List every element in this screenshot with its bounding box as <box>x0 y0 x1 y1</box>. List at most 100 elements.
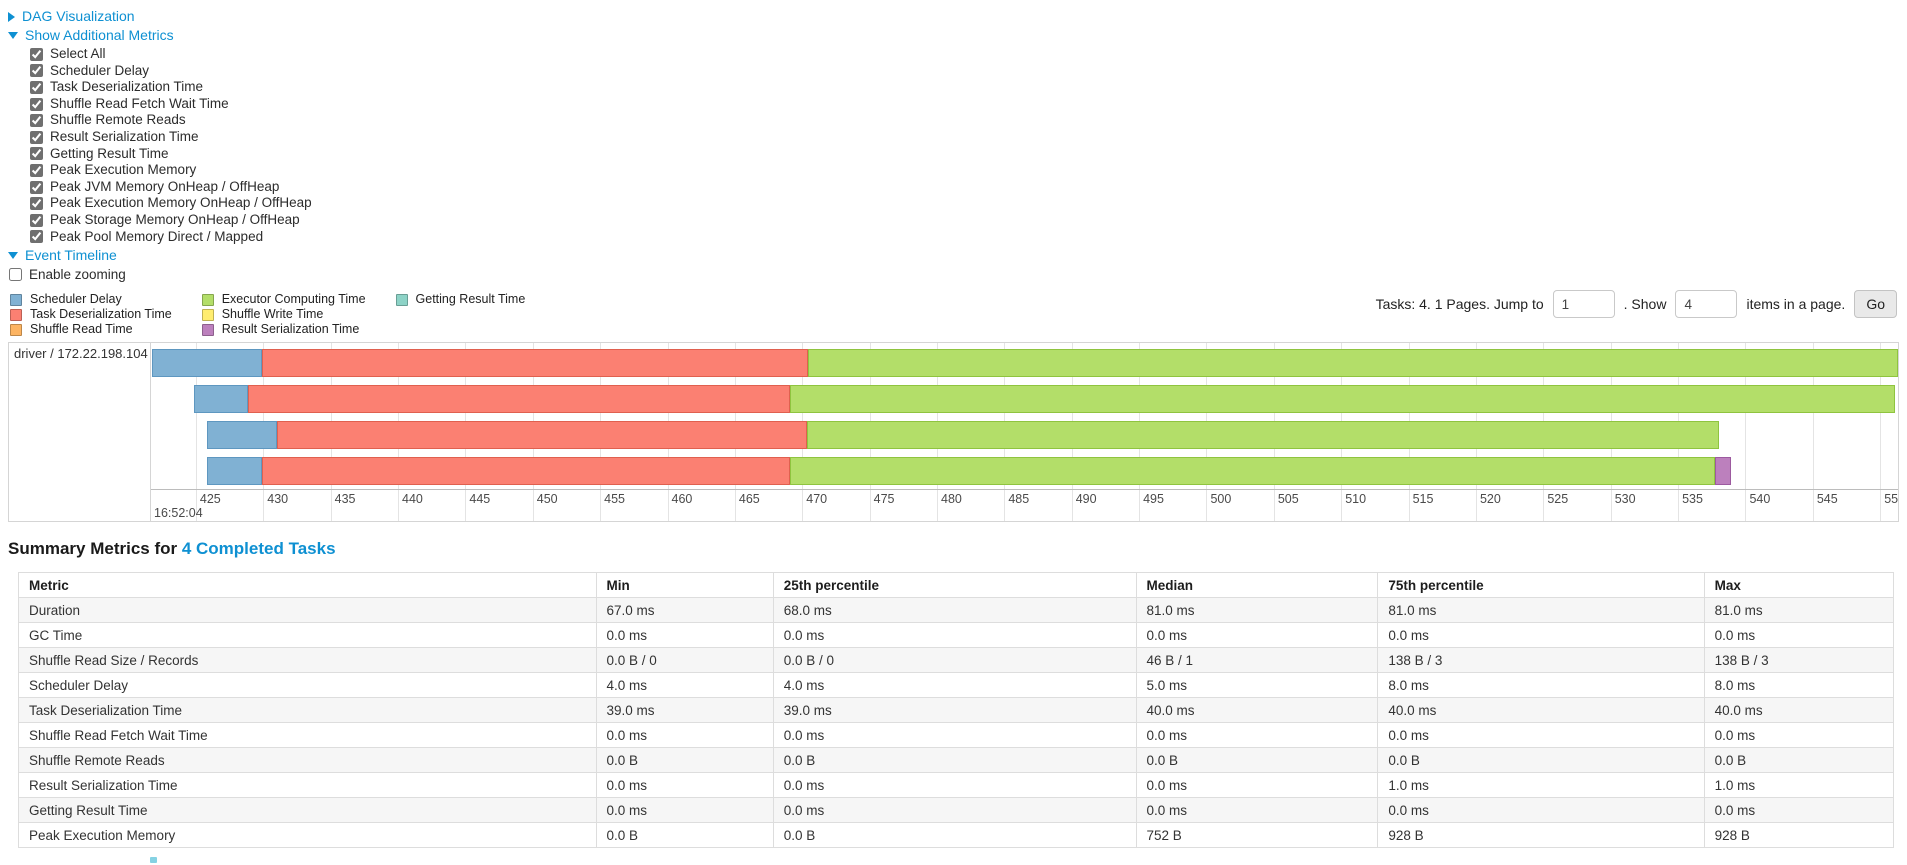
tasks-count-text: Tasks: 4. 1 Pages. Jump to <box>1375 296 1544 313</box>
legend-item: Shuffle Read Time <box>10 322 172 337</box>
table-row: Getting Result Time 0.0 ms 0.0 ms 0.0 ms 0.0… <box>18 797 1895 824</box>
timeline-legend-row: Scheduler Delay Task Deserialization Time… <box>0 288 1907 339</box>
task-bar-segment-scheduler_delay[interactable] <box>151 349 263 378</box>
table-row: Scheduler Delay 4.0 ms 4.0 ms 5.0 ms 8.0 ms 8… <box>18 672 1895 699</box>
metric-checkbox-label: Getting Result Time <box>50 145 169 161</box>
metric-name-cell: Peak Execution Memory <box>18 822 597 849</box>
table-row: Shuffle Read Size / Records 0.0 B / 0 0.0 … <box>18 647 1895 674</box>
task-bar-segment-executor_computing[interactable] <box>790 385 1896 414</box>
metric-checkbox[interactable] <box>30 163 43 177</box>
timeline-axis-line <box>151 489 1898 491</box>
metric-value-cell: 752 B <box>1135 822 1379 849</box>
enable-zooming-label: Enable zooming <box>29 267 126 283</box>
task-bar-segment-task_deserialization[interactable] <box>248 385 791 414</box>
cutoff-element-fragment <box>150 857 157 863</box>
timeline-origin-time: 16:52:04 <box>154 506 203 521</box>
metric-name-cell: Shuffle Remote Reads <box>18 747 597 774</box>
metric-value-cell: 1.0 ms <box>1377 772 1705 799</box>
metric-value-cell: 81.0 ms <box>1703 597 1895 624</box>
task-bar-segment-task_deserialization[interactable] <box>262 349 808 378</box>
task-bar-segment-scheduler_delay[interactable] <box>193 385 249 414</box>
table-header-cell: Min <box>595 572 774 599</box>
event-timeline-toggle[interactable]: Event Timeline <box>8 247 1899 264</box>
metric-value-cell: 928 B <box>1703 822 1895 849</box>
metric-checkbox[interactable] <box>30 213 43 227</box>
metric-checkbox[interactable] <box>30 197 43 211</box>
task-bar-segment-executor_computing[interactable] <box>807 349 1898 378</box>
metric-checkbox-row: Result Serialization Time <box>30 129 1899 146</box>
metric-value-cell: 0.0 ms <box>1135 772 1379 799</box>
items-in-page-text: items in a page. <box>1746 296 1846 313</box>
metric-checkbox[interactable] <box>30 97 43 111</box>
metric-value-cell: 0.0 ms <box>772 772 1137 799</box>
table-header-cell: Metric <box>18 572 597 599</box>
metric-checkbox[interactable] <box>30 47 43 61</box>
metric-checkbox-label: Peak Storage Memory OnHeap / OffHeap <box>50 211 300 227</box>
dag-visualization-toggle[interactable]: DAG Visualization <box>8 8 1899 25</box>
jump-to-page-input[interactable] <box>1552 290 1615 319</box>
metric-value-cell: 40.0 ms <box>1135 697 1379 724</box>
items-per-page-input[interactable] <box>1675 290 1738 319</box>
timeline-tick-label: 470 <box>806 492 828 507</box>
legend-item: Executor Computing Time <box>201 292 366 307</box>
metric-checkbox-label: Peak JVM Memory OnHeap / OffHeap <box>50 178 280 194</box>
metric-name-cell: GC Time <box>18 622 597 649</box>
metric-checkbox[interactable] <box>30 80 43 94</box>
timeline-gridline <box>1745 343 1747 522</box>
enable-zooming-checkbox[interactable] <box>9 268 22 282</box>
task-bar-segment-task_deserialization[interactable] <box>276 421 808 450</box>
metric-checkbox-label: Select All <box>50 46 106 61</box>
task-bar-segment-scheduler_delay[interactable] <box>206 421 277 450</box>
show-additional-metrics-label: Show Additional Metrics <box>25 27 174 43</box>
timeline-gridline <box>1880 343 1882 522</box>
go-button[interactable]: Go <box>1854 290 1897 319</box>
metric-value-cell: 0.0 ms <box>595 622 774 649</box>
event-timeline-chart: 16:52:04 425 430 435 440 445 450 455 460 465 470 4… <box>8 342 1899 523</box>
enable-zooming-row: Enable zooming <box>9 267 1899 282</box>
table-row: Shuffle Read Fetch Wait Time 0.0 ms 0.0 ms… <box>18 722 1895 749</box>
collapsed-arrow-icon <box>8 11 15 22</box>
legend-item: Result Serialization Time <box>201 322 366 337</box>
task-bar-segment-scheduler_delay[interactable] <box>206 457 262 486</box>
metric-checkbox[interactable] <box>30 64 43 78</box>
metric-checkbox[interactable] <box>30 114 43 128</box>
metric-checkbox-label: Peak Execution Memory <box>50 162 197 178</box>
table-row: GC Time 0.0 ms 0.0 ms 0.0 ms 0.0 ms 0.0 ms <box>18 622 1895 649</box>
table-row: Duration 67.0 ms 68.0 ms 81.0 ms 81.0 ms 81.0… <box>18 597 1895 624</box>
getting_result-swatch <box>395 293 408 306</box>
metric-checkbox[interactable] <box>30 130 43 144</box>
metric-value-cell: 68.0 ms <box>772 597 1137 624</box>
timeline-gridline <box>1812 343 1814 522</box>
metric-checkbox-row: Task Deserialization Time <box>30 79 1899 96</box>
show-text: . Show <box>1623 296 1667 313</box>
legend-label: Getting Result Time <box>415 292 526 307</box>
summary-metrics-table: Metric Min 25th percentile Median 75th perce… <box>18 572 1895 849</box>
shuffle_write-swatch <box>201 308 214 321</box>
table-header-cell: Max <box>1703 572 1895 599</box>
table-row: Shuffle Remote Reads 0.0 B 0.0 B 0.0 B 0.0 B… <box>18 747 1895 774</box>
metric-value-cell: 0.0 B <box>595 822 774 849</box>
metric-checkbox[interactable] <box>30 147 43 161</box>
table-header-cell: Median <box>1135 572 1379 599</box>
metric-value-cell: 81.0 ms <box>1135 597 1379 624</box>
timeline-tick-label: 455 <box>604 492 625 507</box>
completed-tasks-link[interactable]: 4 Completed Tasks <box>181 539 336 559</box>
table-row: Task Deserialization Time 39.0 ms 39.0 ms 4… <box>18 697 1895 724</box>
legend-label: Result Serialization Time <box>221 322 360 337</box>
metric-checkbox[interactable] <box>30 230 43 244</box>
metric-value-cell: 0.0 B / 0 <box>595 647 774 674</box>
timeline-tick-label: 440 <box>402 492 423 507</box>
metric-checkbox-row: Getting Result Time <box>30 146 1899 163</box>
timeline-tick-label: 545 <box>1816 492 1838 507</box>
show-additional-metrics-toggle[interactable]: Show Additional Metrics <box>8 27 1899 44</box>
task-bar-segment-task_deserialization[interactable] <box>261 457 791 486</box>
task-bar-segment-executor_computing[interactable] <box>807 421 1720 450</box>
metric-checkbox[interactable] <box>30 180 43 194</box>
task-bar-segment-result_serialization[interactable] <box>1714 457 1731 486</box>
metric-checkbox-label: Scheduler Delay <box>50 62 150 78</box>
task-bar-segment-executor_computing[interactable] <box>790 457 1715 486</box>
legend-item: Getting Result Time <box>395 292 526 307</box>
table-header-cell: 25th percentile <box>772 572 1137 599</box>
task_deserialization-swatch <box>10 308 22 321</box>
